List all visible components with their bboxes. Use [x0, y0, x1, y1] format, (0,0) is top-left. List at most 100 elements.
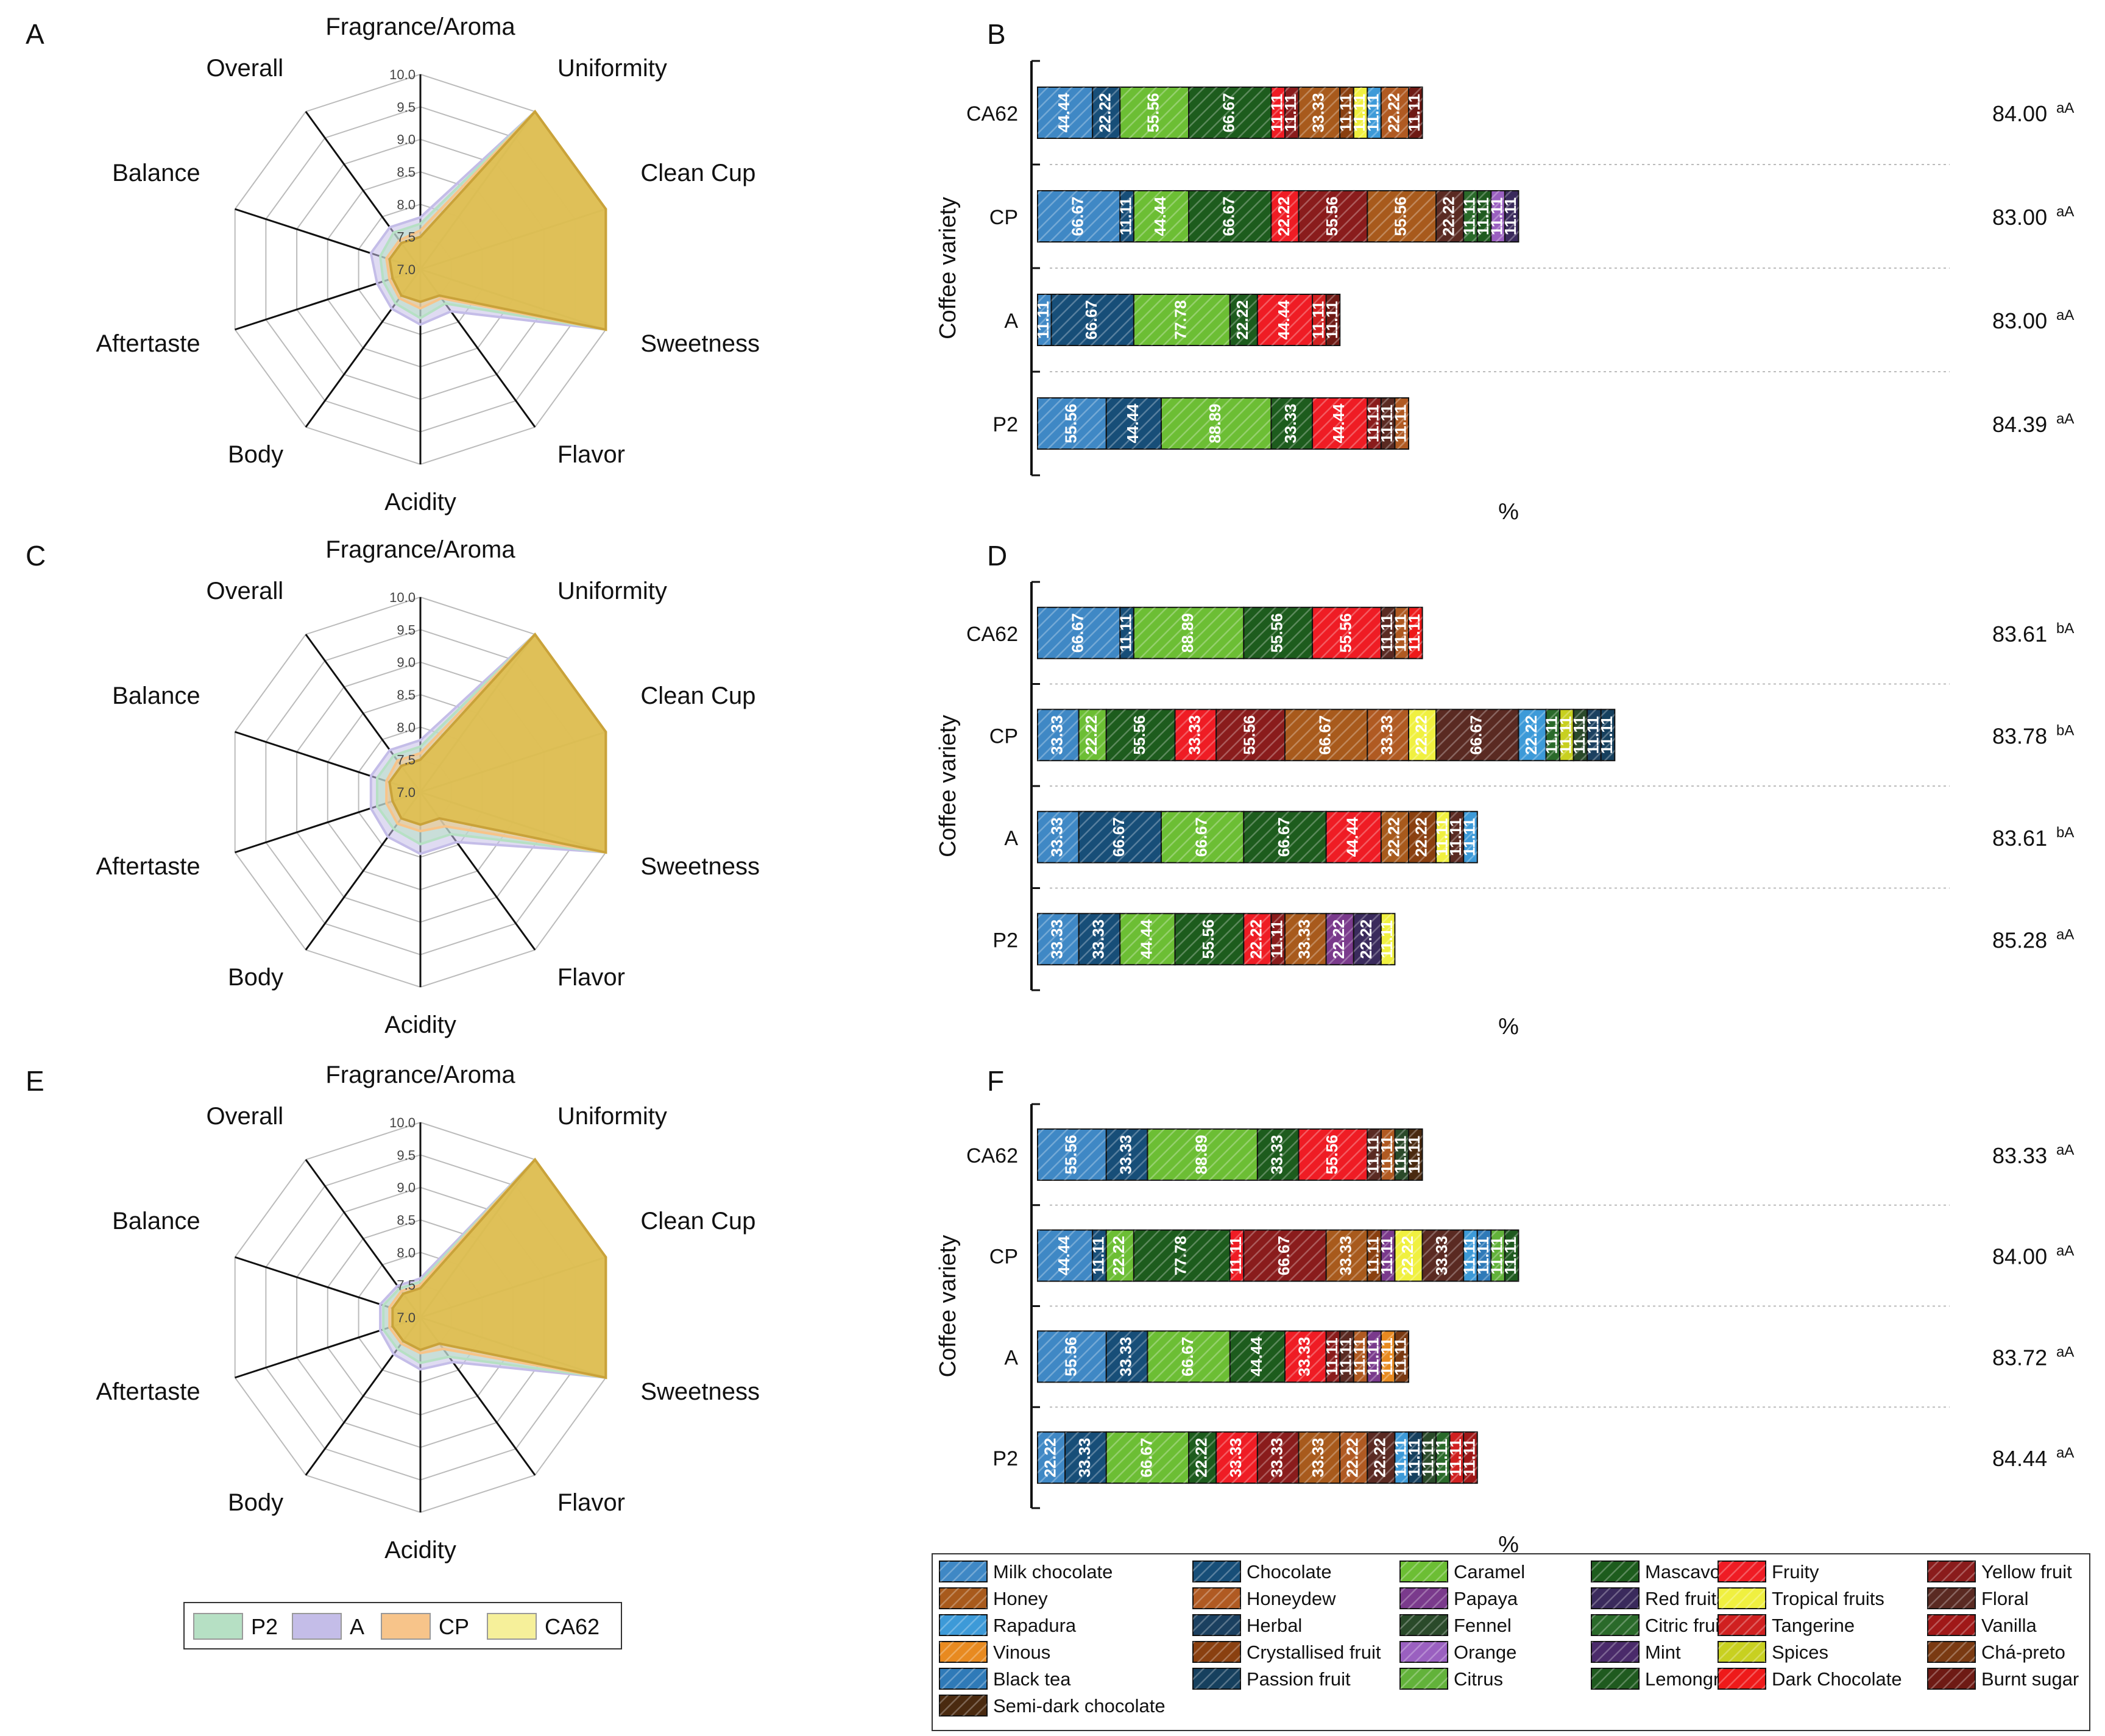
segment-value-label: 11.11 — [1556, 716, 1574, 754]
attribute-legend-label: Yellow fruit — [1981, 1561, 2072, 1582]
bar-segment-texture — [1326, 294, 1340, 345]
segment-value-label: 33.33 — [1309, 1438, 1327, 1478]
segment-value-label: 11.11 — [1350, 94, 1368, 132]
bar-segment-texture — [1560, 709, 1574, 761]
bar-segment-texture — [1395, 607, 1409, 659]
bar-segment-texture — [1133, 607, 1244, 659]
radar-axis-label: Fragrance/Aroma — [325, 536, 515, 563]
attribute-legend-label: Vinous — [993, 1642, 1050, 1663]
segment-value-label: 33.33 — [1116, 1337, 1134, 1376]
segment-value-label: 66.67 — [1220, 93, 1238, 132]
bar-segment-texture — [1120, 87, 1189, 138]
segment-value-label: 22.22 — [1384, 817, 1403, 857]
attribute-legend-label: Spices — [1772, 1642, 1828, 1663]
variety-label: A — [1004, 310, 1018, 333]
panel-letter-B: B — [987, 18, 1006, 50]
segment-value-label: 11.11 — [1378, 1136, 1396, 1174]
segment-value-label: 44.44 — [1247, 1336, 1265, 1376]
panel-letter-C: C — [26, 540, 46, 572]
bar-segment-texture — [1381, 1128, 1395, 1180]
bar-segment-texture — [1271, 398, 1313, 449]
bar-segment-texture — [1271, 87, 1285, 138]
bar-segment-texture — [1038, 811, 1079, 863]
segment-value-label: 11.11 — [1378, 614, 1396, 652]
segment-value-label: 66.67 — [1316, 715, 1334, 755]
bar-segment-texture — [1436, 1432, 1450, 1484]
segment-value-label: 88.89 — [1192, 1135, 1211, 1174]
score-label: 85.28 — [1992, 927, 2047, 952]
attribute-legend-label: Caramel — [1454, 1561, 1525, 1582]
attribute-legend-label: Orange — [1454, 1642, 1516, 1663]
bar-segment-texture — [1133, 1230, 1230, 1281]
segment-value-label: 11.11 — [1268, 920, 1286, 958]
radar-axis-label: Uniformity — [557, 1103, 667, 1130]
radar-axis-label: Overall — [206, 55, 283, 82]
bar-segment-texture — [1546, 709, 1560, 761]
segment-value-label: 11.11 — [1474, 1237, 1492, 1275]
segment-value-label: 66.67 — [1082, 300, 1100, 339]
segment-value-label: 55.56 — [1130, 715, 1148, 755]
radar-tick-label: 7.5 — [397, 1278, 416, 1293]
bar-segment-texture — [1395, 1331, 1409, 1383]
bar-segment-texture — [1381, 811, 1409, 863]
bar-segment-texture — [1038, 87, 1093, 138]
attribute-swatch-texture — [1928, 1561, 1975, 1582]
segment-value-label: 33.33 — [1268, 1438, 1286, 1478]
attribute-legend-label: Vanilla — [1981, 1615, 2037, 1636]
panel-letter-D: D — [987, 540, 1007, 572]
score-superscript: aA — [2056, 1243, 2074, 1259]
segment-value-label: 11.11 — [1460, 1439, 1478, 1476]
bar-segment-texture — [1340, 87, 1354, 138]
segment-value-label: 55.56 — [1392, 196, 1410, 236]
segment-value-label: 11.11 — [1392, 1337, 1410, 1375]
segment-value-label: 44.44 — [1055, 1236, 1073, 1276]
bar-segment-texture — [1381, 607, 1395, 659]
bar-segment-texture — [1147, 1331, 1230, 1383]
legend-label-A: A — [350, 1614, 364, 1639]
radar-axis-label: Sweetness — [640, 1378, 760, 1405]
score-superscript: aA — [2056, 1445, 2074, 1461]
bar-segment-texture — [1175, 913, 1244, 965]
bar-segment-texture — [1120, 913, 1175, 965]
bar-segment-texture — [1408, 1432, 1423, 1484]
attribute-swatch-texture — [1718, 1615, 1766, 1635]
attribute-swatch-texture — [1718, 1588, 1766, 1609]
variety-label: CA62 — [966, 623, 1018, 646]
radar-tick-label: 9.0 — [397, 1180, 416, 1196]
legend-swatch-A — [292, 1613, 342, 1640]
radar-axis-label: Clean Cup — [640, 1208, 755, 1235]
radar-tick-label: 9.5 — [397, 622, 416, 637]
bar-segment-texture — [1038, 607, 1120, 659]
segment-value-label: 66.67 — [1275, 817, 1293, 857]
segment-value-label: 66.67 — [1192, 817, 1211, 857]
bar-segment-texture — [1381, 1331, 1395, 1383]
variety-label: CP — [989, 206, 1018, 229]
bar-segment-texture — [1381, 1230, 1395, 1281]
bar-segment-texture — [1285, 87, 1299, 138]
bar-segment-texture — [1436, 811, 1450, 863]
segment-value-label: 22.22 — [1357, 919, 1375, 959]
segment-value-label: 22.22 — [1041, 1438, 1059, 1478]
bar-segment-texture — [1409, 607, 1423, 659]
radar-axis-label: Flavor — [557, 441, 625, 468]
bar-segment-texture — [1298, 1432, 1340, 1484]
radar-axis-label: Clean Cup — [640, 682, 755, 709]
attribute-legend-label: Fennel — [1454, 1615, 1512, 1636]
segment-value-label: 22.22 — [1343, 1438, 1362, 1478]
bar-segment-texture — [1409, 1128, 1423, 1180]
bar-segment-texture — [1092, 87, 1120, 138]
radar-axis-label: Acidity — [384, 1011, 456, 1038]
bar-segment-texture — [1106, 1128, 1148, 1180]
bar-segment-texture — [1326, 811, 1381, 863]
score-label: 83.00 — [1992, 205, 2047, 230]
bar-segment-texture — [1189, 87, 1272, 138]
segment-value-label: 33.33 — [1116, 1135, 1134, 1174]
segment-value-label: 66.67 — [1109, 817, 1128, 857]
segment-value-label: 22.22 — [1192, 1438, 1211, 1478]
bar-segment-texture — [1284, 913, 1326, 965]
attribute-swatch-texture — [939, 1642, 987, 1662]
radar-axis-label: Aftertaste — [96, 1378, 200, 1405]
x-axis-title: % — [1498, 1014, 1519, 1040]
segment-value-label: 11.11 — [1364, 1337, 1382, 1375]
